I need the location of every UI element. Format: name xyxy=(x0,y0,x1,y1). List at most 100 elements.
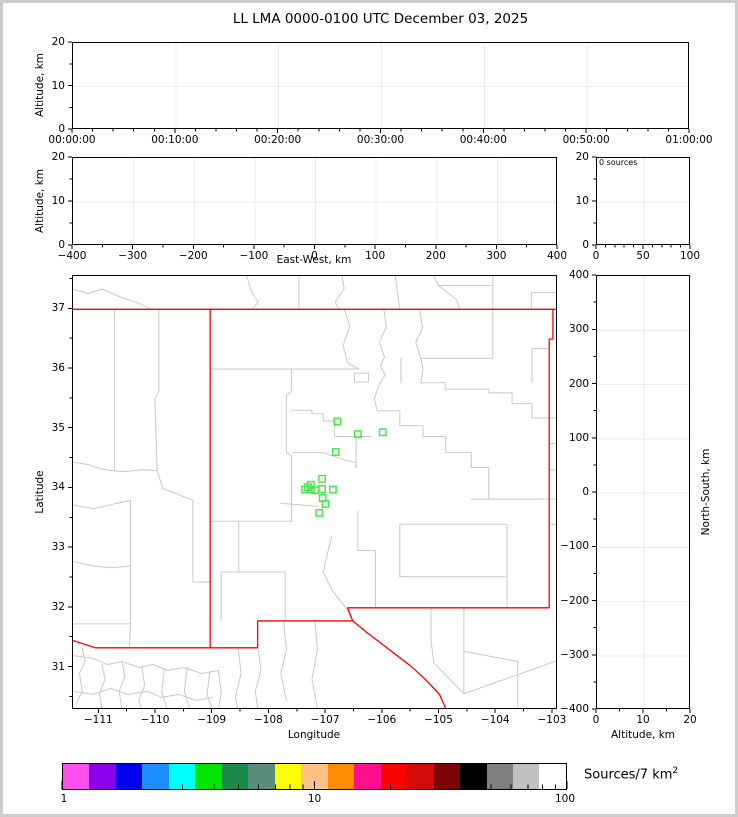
tick-label: 20 xyxy=(51,150,65,163)
tick-label: 100 xyxy=(554,793,576,805)
colorbar-segment xyxy=(168,764,196,789)
tick-label: −100 xyxy=(560,540,589,552)
tick-label: 50 xyxy=(636,250,650,262)
tick-label: 100 xyxy=(568,431,589,444)
tick-label: 32 xyxy=(51,600,65,613)
colorbar xyxy=(62,763,567,790)
source-count-annotation: 0 sources xyxy=(599,158,638,167)
tick-label: 100 xyxy=(365,250,386,262)
tick-label: 37 xyxy=(51,302,65,315)
altitude-axis-label-ns-panel: Altitude, km xyxy=(610,729,676,741)
lma-source-marker xyxy=(333,417,342,426)
altitude-histogram-panel xyxy=(596,157,690,245)
colorbar-segment xyxy=(354,764,381,789)
lma-source-marker xyxy=(318,485,327,493)
tick-label: −104 xyxy=(480,714,510,726)
tick-label: 33 xyxy=(51,540,65,553)
colorbar-segment xyxy=(512,764,540,789)
colorbar-segment xyxy=(63,764,90,789)
tick-label: 400 xyxy=(568,268,589,281)
lma-source-marker xyxy=(304,483,312,492)
tick-label: −300 xyxy=(560,648,589,661)
colorbar-segment xyxy=(221,764,249,789)
lma-source-marker xyxy=(378,428,387,437)
lma-source-marker xyxy=(331,448,340,456)
tick-label: −108 xyxy=(253,714,283,726)
longitude-axis-label: Longitude xyxy=(287,729,341,741)
tick-label: −400 xyxy=(560,702,589,715)
altitude-vs-eastwest-panel xyxy=(72,157,557,245)
tick-label: 200 xyxy=(568,377,589,390)
colorbar-segment xyxy=(248,764,275,789)
colorbar-label: Sources/7 km2 xyxy=(584,766,678,783)
tick-label: 00:50:00 xyxy=(562,134,610,146)
lma-source-marker xyxy=(328,485,337,494)
tick-label: −110 xyxy=(140,714,170,726)
colorbar-segment xyxy=(380,764,408,789)
colorbar-segment xyxy=(195,764,222,789)
tick-label: 1 xyxy=(60,793,68,805)
tick-label: −103 xyxy=(537,714,567,726)
colorbar-label-text: Sources/7 km xyxy=(584,767,673,783)
colorbar-segment xyxy=(142,764,169,789)
tick-label: 31 xyxy=(51,660,65,673)
tick-label: 10 xyxy=(636,714,650,726)
tick-label: −105 xyxy=(424,714,453,726)
north-south-axis-label: North-South, km xyxy=(699,448,712,536)
colorbar-segment xyxy=(301,764,328,789)
tick-label: −111 xyxy=(83,714,113,726)
northsouth-vs-altitude-panel xyxy=(596,275,690,709)
tick-label: −200 xyxy=(178,250,208,262)
tick-label: 300 xyxy=(486,250,507,262)
lma-source-marker xyxy=(315,508,324,517)
tick-label: 0 xyxy=(58,122,65,135)
colorbar-segment xyxy=(486,764,513,789)
tick-label: 35 xyxy=(51,421,65,434)
tick-label: 01:00:00 xyxy=(665,134,713,146)
colorbar-segment xyxy=(407,764,434,789)
altitude-axis-label-time-panel: Altitude, km xyxy=(33,52,46,118)
tick-label: 0 xyxy=(582,238,589,251)
tick-label: 0 xyxy=(311,250,318,262)
altitude-vs-time-panel xyxy=(72,42,689,129)
tick-label: 0 xyxy=(582,485,589,498)
tick-label: 34 xyxy=(51,481,65,494)
tick-label: 36 xyxy=(51,361,65,374)
colorbar-segment xyxy=(460,764,487,789)
latitude-axis-label: Latitude xyxy=(33,470,46,514)
tick-label: −109 xyxy=(197,714,227,726)
tick-label: −100 xyxy=(239,250,269,262)
tick-label: 00:40:00 xyxy=(459,134,507,146)
tick-label: 100 xyxy=(679,250,701,262)
tick-label: −200 xyxy=(560,594,589,607)
tick-label: 10 xyxy=(307,793,322,805)
tick-label: 400 xyxy=(546,250,568,262)
tick-label: 200 xyxy=(425,250,446,262)
tick-label: 00:00:00 xyxy=(48,134,96,146)
tick-label: 10 xyxy=(51,194,65,207)
tick-label: −107 xyxy=(310,714,340,726)
tick-label: −400 xyxy=(57,250,87,262)
plot-title: LL LMA 0000-0100 UTC December 03, 2025 xyxy=(232,11,529,27)
east-west-axis-label: East-West, km xyxy=(276,254,352,266)
tick-label: 00:20:00 xyxy=(254,134,302,146)
lma-source-marker xyxy=(321,499,330,508)
lma-source-marker xyxy=(353,430,362,439)
colorbar-segment xyxy=(433,764,461,789)
colorbar-segment xyxy=(115,764,143,789)
tick-label: −106 xyxy=(367,714,397,726)
tick-label: 0 xyxy=(592,250,600,262)
tick-label: 20 xyxy=(575,150,589,163)
lma-source-marker xyxy=(318,474,327,483)
tick-label: 20 xyxy=(683,714,697,726)
colorbar-segment xyxy=(327,764,355,789)
tick-label: 0 xyxy=(592,714,600,726)
map-panel xyxy=(72,275,557,709)
tick-label: 00:10:00 xyxy=(151,134,199,146)
tick-label: 20 xyxy=(51,35,65,48)
colorbar-label-superscript: 2 xyxy=(672,766,679,776)
tick-label: 0 xyxy=(58,238,65,251)
colorbar-segment xyxy=(274,764,302,789)
tick-label: −300 xyxy=(118,250,148,262)
